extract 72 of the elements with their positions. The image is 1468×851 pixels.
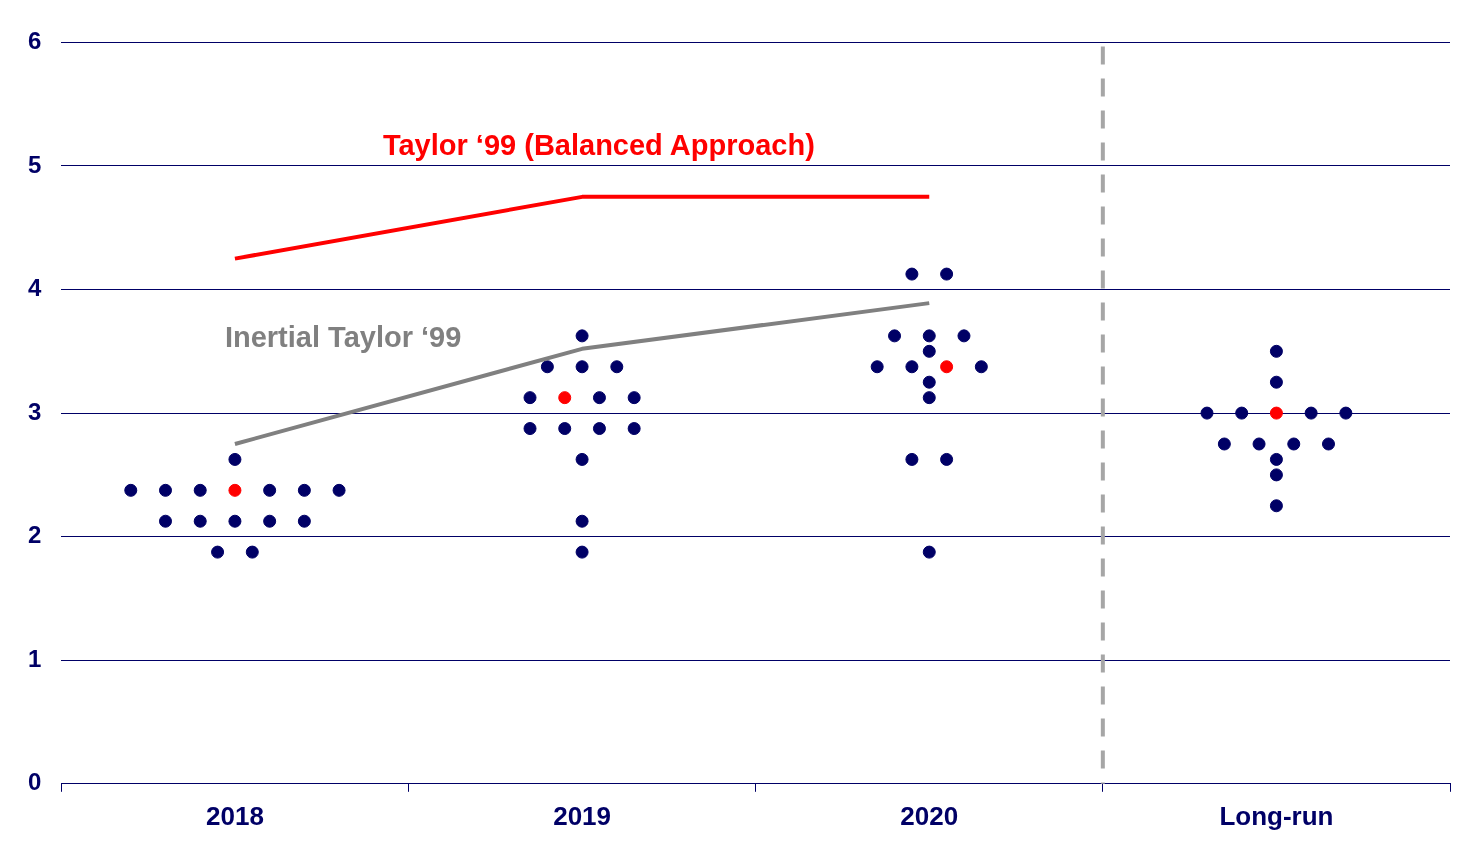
point [1235, 406, 1249, 420]
y-tick-label: 5 [27, 150, 42, 178]
y-tick-label: 2 [27, 521, 42, 549]
point [1269, 344, 1283, 358]
point [228, 514, 242, 528]
x-tick-label: 2018 [206, 800, 264, 831]
series-label: Inertial Taylor ‘99 [224, 320, 462, 353]
point [1269, 468, 1283, 482]
point [1200, 406, 1214, 420]
point [610, 360, 624, 374]
point [1269, 406, 1283, 420]
point [974, 360, 988, 374]
point [905, 360, 919, 374]
y-tick-label: 1 [27, 644, 42, 672]
x-tick-label: 2019 [553, 800, 612, 831]
point [627, 391, 641, 405]
point [922, 391, 936, 405]
point [575, 452, 589, 466]
point [1339, 406, 1353, 420]
point [575, 545, 589, 559]
point [159, 483, 172, 497]
point [1269, 499, 1283, 513]
point [523, 391, 537, 405]
point [263, 483, 277, 497]
point [523, 422, 537, 436]
point [1252, 437, 1266, 451]
series-label: Taylor ‘99 (Balanced Approach) [382, 128, 815, 161]
point [940, 360, 954, 374]
point [263, 514, 277, 528]
point [905, 267, 919, 281]
point [1304, 406, 1318, 420]
point [922, 545, 936, 559]
point [940, 452, 954, 466]
point [940, 267, 954, 281]
point [1217, 437, 1231, 451]
y-tick-label: 0 [27, 768, 42, 796]
point [193, 514, 207, 528]
point [159, 514, 172, 528]
point [124, 483, 138, 497]
point [1269, 375, 1283, 389]
point [575, 360, 589, 374]
point [1269, 452, 1283, 466]
point [922, 375, 936, 389]
point [1287, 437, 1301, 451]
point [627, 422, 641, 436]
point [888, 329, 902, 343]
point [211, 545, 225, 559]
point [592, 391, 606, 405]
point [905, 452, 919, 466]
point [558, 422, 572, 436]
point [228, 452, 242, 466]
point [575, 514, 589, 528]
point [592, 422, 606, 436]
point [297, 483, 311, 497]
x-tick-label: 2020 [900, 800, 959, 831]
y-tick-label: 3 [27, 397, 42, 425]
point [575, 329, 589, 343]
point [870, 360, 884, 374]
point [540, 360, 554, 374]
y-tick-label: 4 [27, 274, 42, 302]
point [922, 344, 936, 358]
point [245, 545, 259, 559]
point [297, 514, 311, 528]
point [1321, 437, 1335, 451]
point [922, 329, 936, 343]
point [228, 483, 242, 497]
point [193, 483, 207, 497]
point [558, 391, 572, 405]
x-tick-label: Long-run [1219, 800, 1334, 831]
y-tick-label: 6 [27, 27, 42, 55]
point [957, 329, 971, 343]
point [332, 483, 346, 497]
